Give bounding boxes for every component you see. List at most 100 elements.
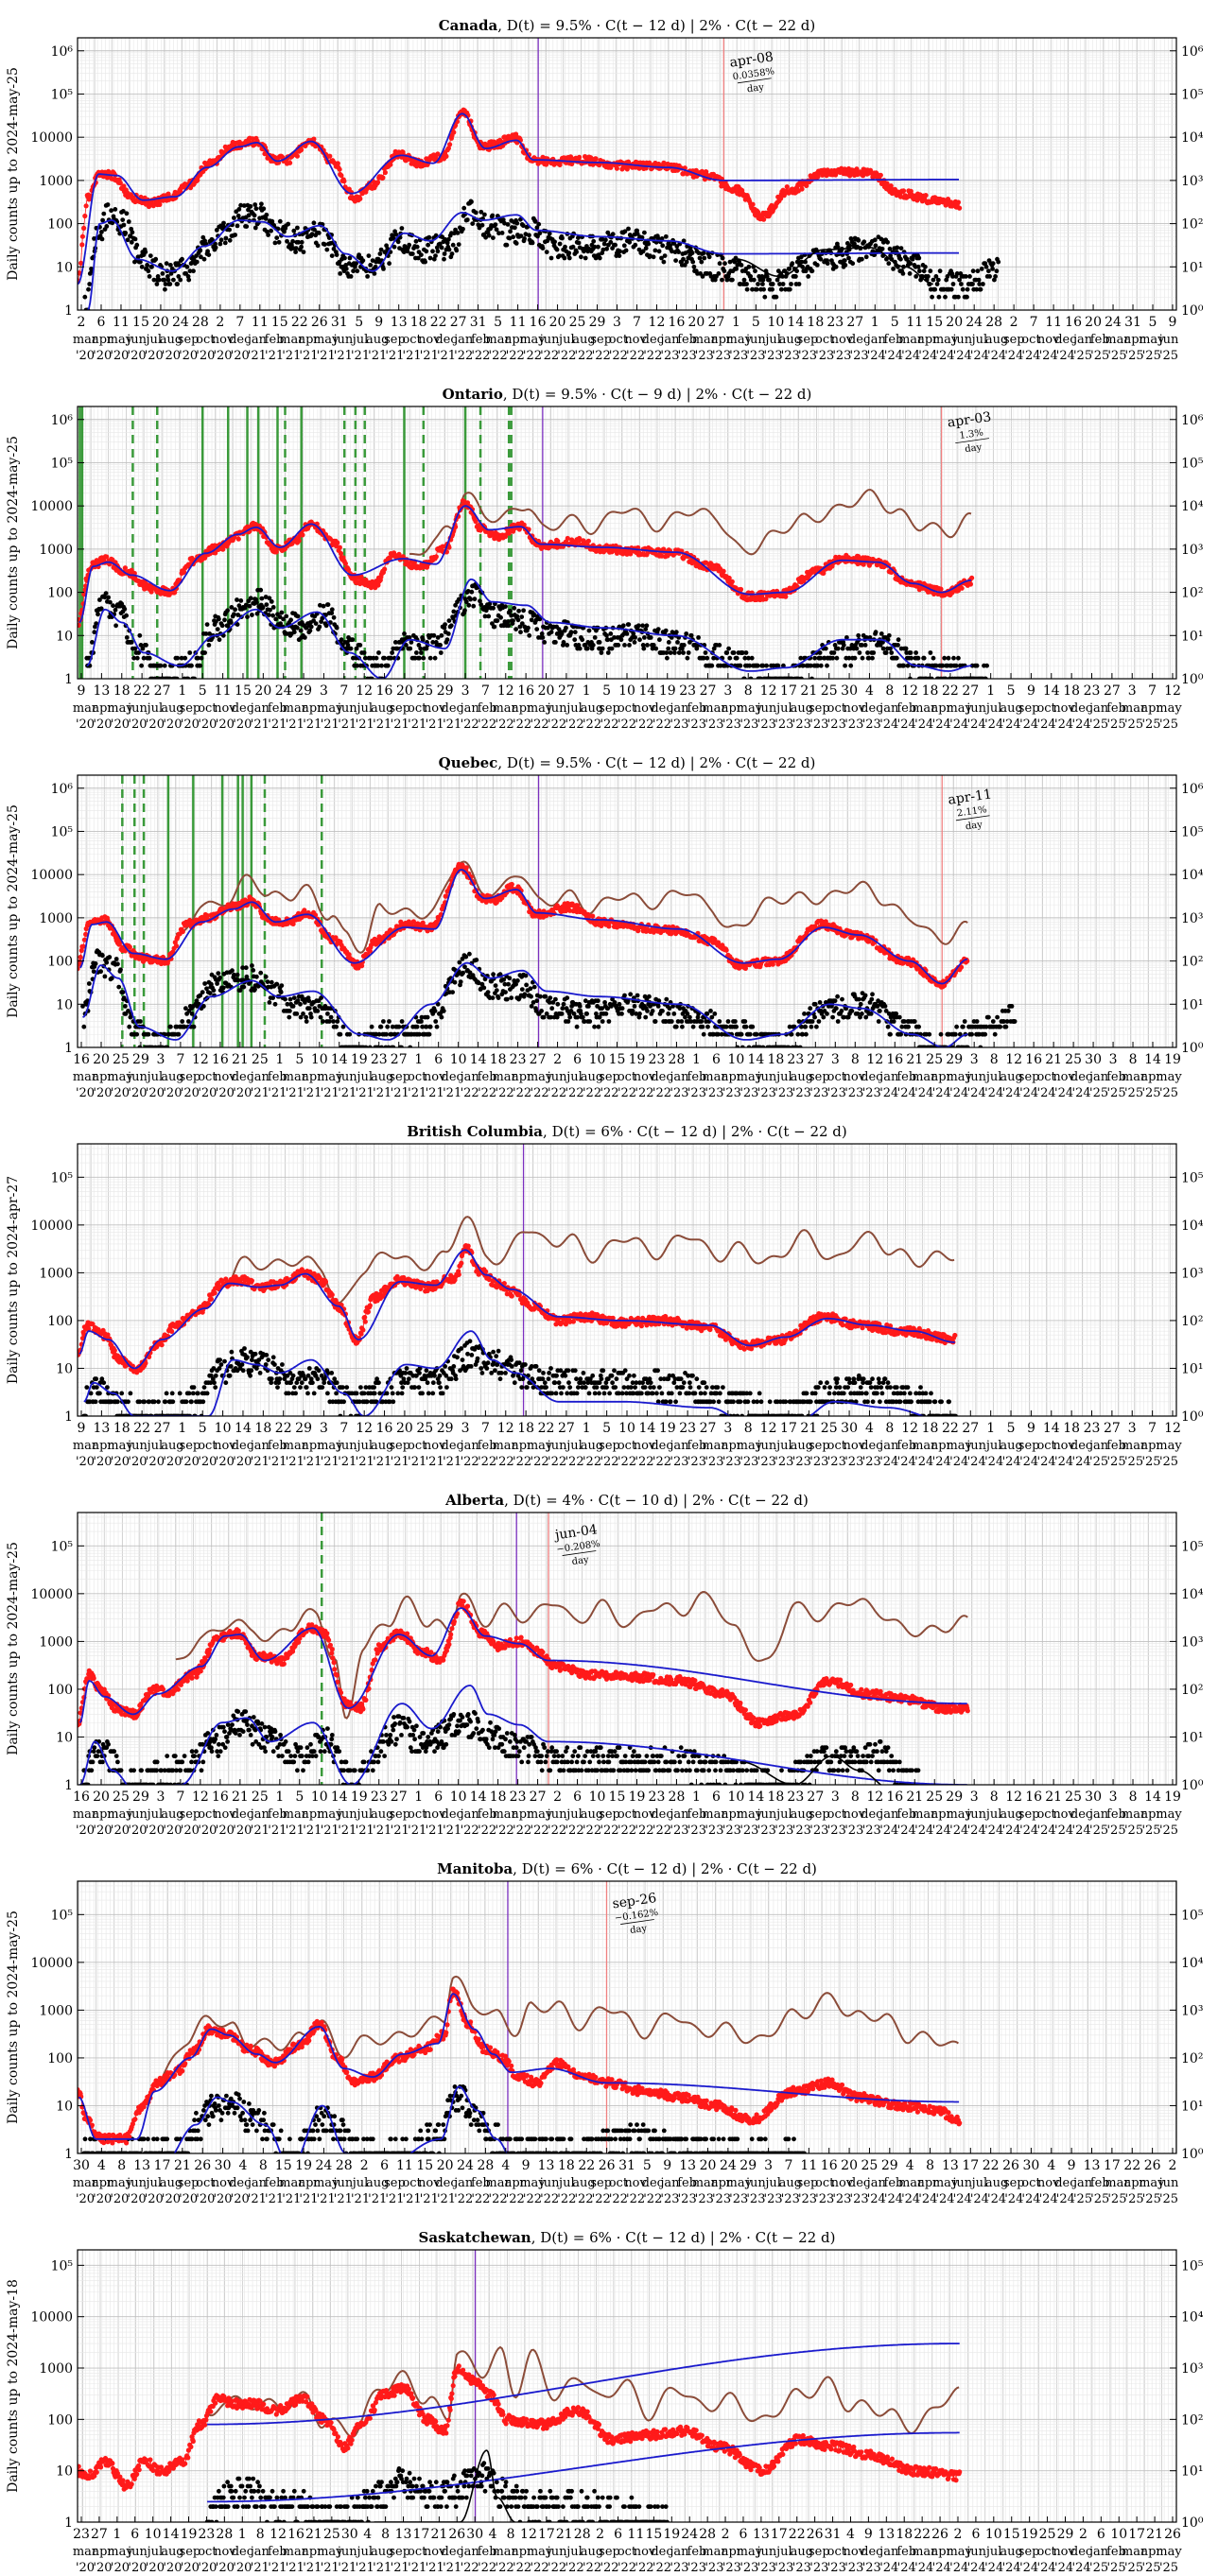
death-point: [479, 222, 485, 228]
death-point: [160, 271, 165, 276]
x-tick-day: 24: [966, 315, 983, 330]
death-point: [228, 620, 234, 625]
death-point: [557, 253, 562, 258]
death-point: [923, 264, 928, 269]
death-point: [767, 277, 772, 283]
x-tick-day: 14: [787, 315, 804, 330]
death-point: [178, 277, 183, 283]
death-point: [206, 252, 212, 257]
death-point: [199, 254, 203, 260]
death-point: [129, 640, 134, 645]
death-point: [865, 650, 870, 655]
death-point: [500, 217, 506, 222]
death-point: [498, 614, 503, 620]
death-point: [793, 274, 798, 279]
death-point: [513, 241, 519, 246]
death-point: [124, 211, 130, 216]
death-point: [426, 234, 432, 240]
x-tick-year: '24: [935, 349, 954, 363]
death-point: [176, 274, 182, 279]
death-point: [898, 256, 903, 262]
death-point: [295, 614, 301, 619]
death-point: [754, 286, 759, 292]
x-tick-day: 15: [271, 315, 288, 330]
death-point: [681, 643, 687, 648]
death-point: [963, 274, 968, 279]
annotation-fraction-bar: [737, 78, 772, 84]
x-tick-year: '22: [523, 349, 542, 363]
x-tick-day: 28: [192, 315, 209, 330]
death-point: [430, 249, 435, 254]
death-point: [848, 663, 854, 668]
death-point: [121, 222, 127, 228]
death-point: [282, 229, 287, 234]
death-point: [847, 243, 853, 249]
death-point: [921, 268, 927, 274]
death-point: [516, 608, 521, 614]
death-point: [92, 236, 96, 241]
death-point: [253, 206, 259, 212]
x-tick-day: 11: [1045, 315, 1062, 330]
death-point: [699, 259, 705, 265]
death-point: [592, 244, 598, 250]
x-tick-year: '20: [196, 349, 215, 363]
death-point: [657, 637, 662, 643]
death-point: [814, 263, 820, 268]
death-point: [841, 643, 846, 648]
death-point: [390, 650, 394, 655]
death-point: [270, 605, 276, 610]
death-point: [120, 209, 126, 214]
death-point: [663, 628, 669, 633]
death-point: [706, 254, 712, 260]
x-tick-day: 5: [355, 315, 363, 330]
x-tick-year: '23: [746, 349, 765, 363]
x-tick-day: 31: [331, 315, 348, 330]
death-point: [640, 249, 646, 254]
death-point: [724, 277, 730, 283]
death-point: [984, 663, 989, 668]
death-point: [608, 631, 614, 636]
plot-frame: [77, 37, 1177, 311]
death-point: [521, 608, 526, 614]
x-tick-year: '20: [231, 349, 250, 363]
death-point: [547, 231, 552, 236]
death-point: [245, 614, 250, 619]
death-point: [399, 226, 405, 231]
death-point: [632, 640, 637, 645]
death-point: [548, 630, 554, 635]
death-point: [218, 237, 224, 243]
x-tick-month: may: [519, 333, 546, 347]
x-tick-year: '23: [798, 349, 817, 363]
death-point: [122, 606, 128, 612]
death-point: [835, 646, 841, 651]
death-point: [696, 635, 701, 640]
death-point: [898, 246, 904, 251]
series-fit-cases: [78, 112, 959, 285]
x-tick-month: may: [726, 333, 753, 347]
death-point: [252, 202, 258, 207]
death-point: [86, 286, 91, 292]
death-point: [432, 655, 438, 661]
x-tick-year: '23: [832, 349, 851, 363]
death-point: [750, 286, 755, 292]
x-tick-month: jun: [950, 333, 972, 347]
death-point: [534, 627, 540, 631]
death-point: [842, 258, 847, 263]
death-point: [760, 277, 766, 283]
death-point: [521, 223, 526, 229]
death-point: [705, 655, 710, 661]
death-point: [493, 222, 498, 228]
death-point: [683, 251, 688, 255]
death-point: [726, 646, 731, 651]
death-point: [468, 596, 473, 602]
death-point: [689, 251, 695, 255]
x-tick-month: aug: [779, 333, 802, 347]
death-point: [233, 233, 238, 237]
death-point: [274, 235, 280, 241]
death-point: [871, 650, 877, 655]
death-point: [238, 598, 244, 603]
death-point: [722, 268, 727, 274]
x-tick-year: '24: [867, 349, 886, 363]
death-point: [626, 622, 632, 627]
death-point: [322, 242, 327, 247]
